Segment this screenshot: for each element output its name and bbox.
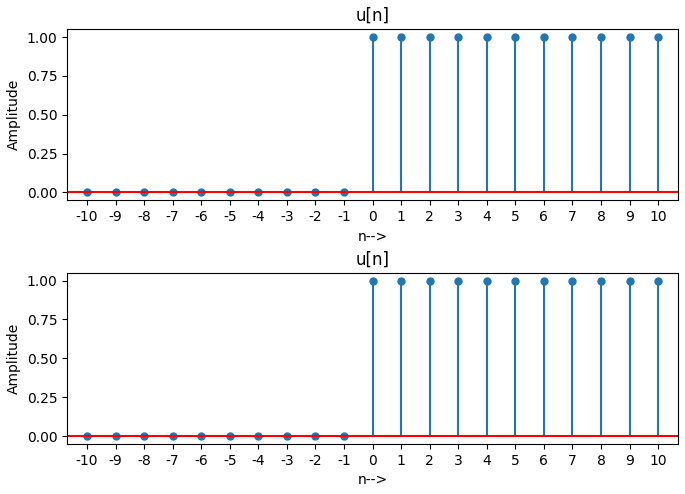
X-axis label: n-->: n--> <box>358 473 388 487</box>
X-axis label: n-->: n--> <box>358 230 388 244</box>
Title: u[n]: u[n] <box>356 7 390 25</box>
Y-axis label: Amplitude: Amplitude <box>7 323 21 394</box>
Title: u[n]: u[n] <box>356 250 390 268</box>
Y-axis label: Amplitude: Amplitude <box>7 79 21 150</box>
